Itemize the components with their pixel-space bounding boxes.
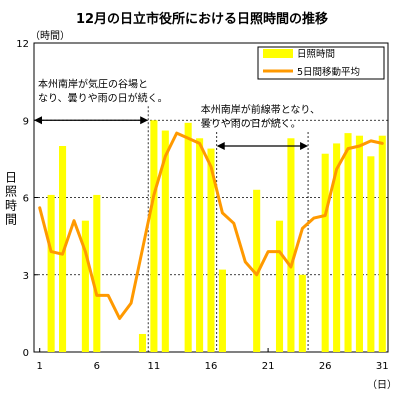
annotation-2: 本州南岸が前線帯となり、曇りや雨の日が続く。 — [201, 103, 320, 352]
x-tick-label: 21 — [262, 361, 275, 372]
bar-day-24 — [298, 274, 306, 352]
bar-day-28 — [344, 133, 352, 352]
bar-day-30 — [367, 156, 375, 352]
annotation-arrowhead-left — [34, 116, 42, 125]
x-tick-label: 16 — [205, 361, 218, 372]
bar-day-12 — [161, 130, 169, 352]
y-axis-label-char: 日 — [5, 171, 17, 185]
annotation-arrowhead-left — [216, 142, 225, 150]
bar-day-2 — [47, 194, 55, 352]
bar-day-26 — [321, 153, 329, 352]
y-axis-label: 日照時間 — [5, 171, 17, 227]
bar-day-6 — [93, 194, 101, 352]
x-tick-label: 1 — [37, 361, 43, 372]
annotation-text: なり、曇りや雨の日が続く。 — [38, 91, 168, 104]
y-axis-label-char: 時 — [5, 199, 17, 213]
y-tick-label: 0 — [23, 348, 29, 359]
bar-day-16 — [207, 148, 215, 352]
bar-day-10 — [138, 333, 147, 352]
bar-day-15 — [196, 138, 204, 352]
annotation-text: 曇りや雨の日が続く。 — [201, 117, 301, 130]
x-tick-label: 26 — [319, 361, 332, 372]
annotation-arrowhead-right — [140, 116, 149, 125]
y-tick-label: 12 — [16, 39, 29, 50]
x-tick-label: 31 — [376, 361, 389, 372]
bar-day-31 — [378, 135, 386, 352]
bar-day-20 — [253, 189, 261, 352]
x-unit-label: （日） — [367, 379, 397, 391]
annotation-arrowhead-right — [300, 142, 309, 150]
y-tick-label: 6 — [23, 194, 29, 205]
bar-day-3 — [59, 146, 67, 352]
annotation-text: 本州南岸が前線帯となり、 — [201, 103, 320, 116]
bar-day-17 — [218, 269, 226, 352]
y-axis-label-char: 照 — [5, 185, 17, 199]
moving-average-line — [38, 131, 384, 320]
bar-day-22 — [275, 220, 284, 352]
chart-title: 12月の日立市役所における日照時間の推移 — [76, 11, 328, 27]
bar-series-sunshine — [47, 120, 386, 352]
annotations: 本州南岸が気圧の谷場となり、曇りや雨の日が続く。本州南岸が前線帯となり、曇りや雨… — [34, 77, 320, 352]
x-tick-label: 11 — [148, 361, 161, 372]
legend-label-line: 5日間移動平均 — [297, 66, 360, 78]
legend-box — [257, 46, 385, 80]
bar-day-5 — [81, 220, 89, 352]
bar-day-29 — [355, 135, 363, 352]
y-tick-label: 9 — [23, 116, 29, 127]
x-tick-label: 6 — [94, 361, 100, 372]
line-series-moving-average — [38, 131, 384, 320]
bar-day-11 — [150, 120, 158, 352]
y-unit-label: （時間） — [30, 30, 70, 42]
y-axis-label-char: 間 — [5, 213, 17, 227]
bar-day-27 — [333, 143, 341, 352]
y-tick-label: 3 — [23, 271, 29, 282]
annotation-text: 本州南岸が気圧の谷場と — [38, 77, 148, 90]
bar-day-23 — [287, 138, 295, 352]
legend: 日照時間 5日間移動平均 — [257, 46, 385, 80]
legend-swatch-bar — [263, 49, 293, 58]
bar-day-14 — [184, 122, 192, 352]
legend-label-bar: 日照時間 — [297, 49, 335, 60]
